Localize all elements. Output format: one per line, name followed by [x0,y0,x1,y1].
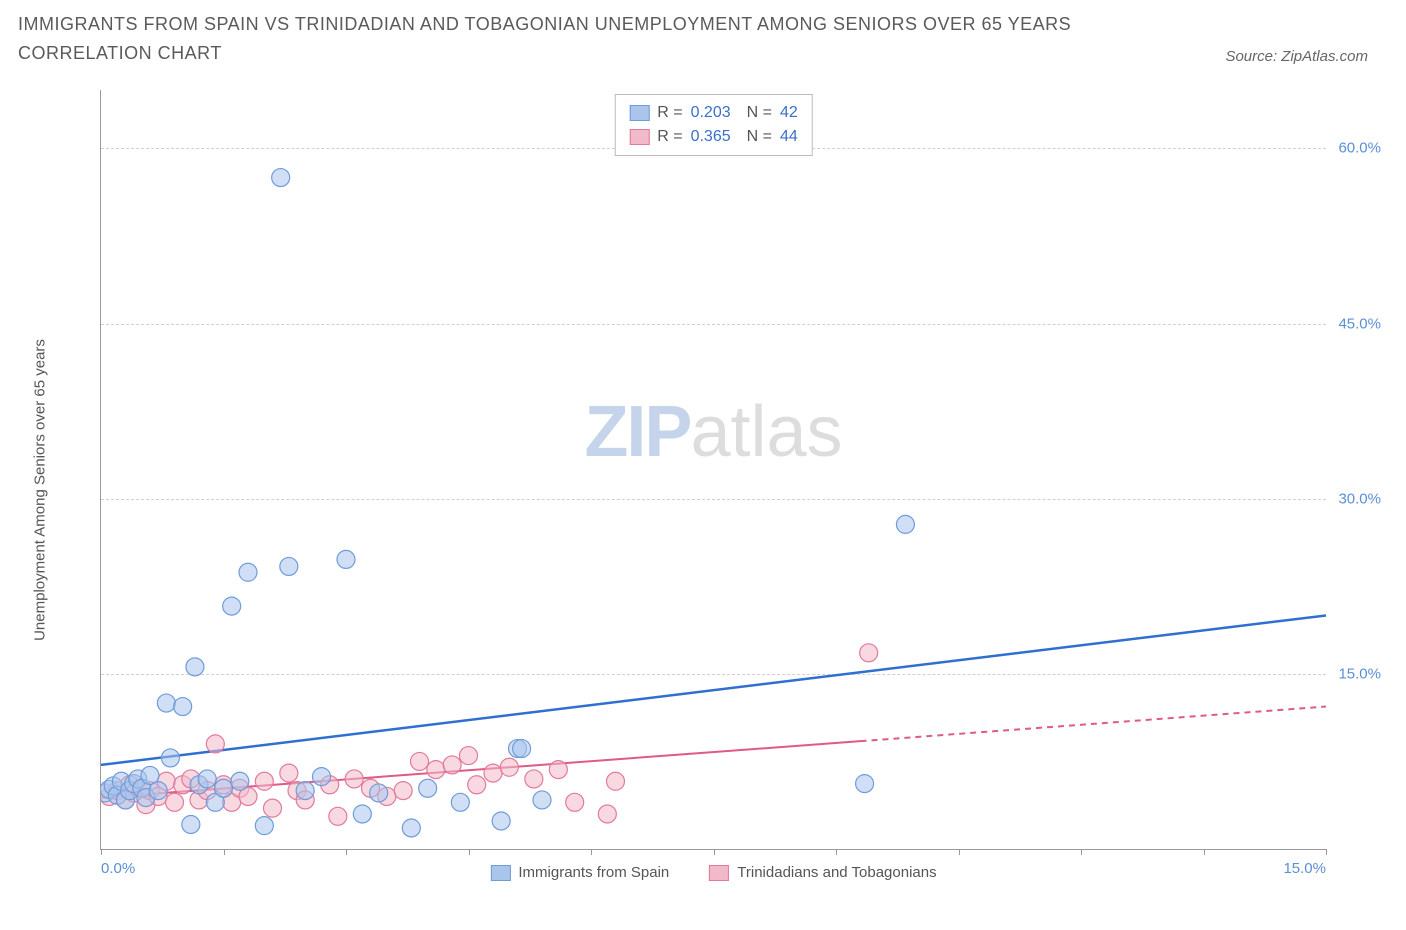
data-point [198,770,216,788]
data-point [313,768,331,786]
x-tick [346,849,347,855]
data-point [296,782,314,800]
legend-label-1: Immigrants from Spain [518,864,669,881]
data-point [186,658,204,676]
data-point [182,815,200,833]
legend-swatch-2 [709,865,729,881]
data-point [460,747,478,765]
data-point [272,169,290,187]
data-point [337,550,355,568]
data-point [255,817,273,835]
data-point [223,597,241,615]
swatch-series-2 [629,129,649,145]
x-tick [591,849,592,855]
x-tick [224,849,225,855]
data-point [484,764,502,782]
data-point [280,764,298,782]
data-point [174,698,192,716]
series-legend: Immigrants from Spain Trinidadians and T… [490,864,936,881]
data-point [280,557,298,575]
data-point [427,761,445,779]
x-tick [1204,849,1205,855]
stats-row-series-2: R = 0.365 N = 44 [629,125,798,149]
chart-title: IMMIGRANTS FROM SPAIN VS TRINIDADIAN AND… [18,10,1118,68]
data-point [533,791,551,809]
x-tick [101,849,102,855]
n-value-series-1: 42 [780,101,798,125]
data-point [239,563,257,581]
legend-swatch-1 [490,865,510,881]
data-point [419,779,437,797]
x-tick [836,849,837,855]
stats-row-series-1: R = 0.203 N = 42 [629,101,798,125]
y-tick-label: 15.0% [1338,665,1381,682]
data-point [231,772,249,790]
data-point [468,776,486,794]
x-tick [714,849,715,855]
r-value-series-2: 0.365 [691,125,731,149]
x-axis-end-label: 15.0% [1283,860,1326,877]
x-axis-start-label: 0.0% [101,860,135,877]
data-point [157,694,175,712]
data-point [329,807,347,825]
legend-item-series-1: Immigrants from Spain [490,864,669,881]
r-value-series-1: 0.203 [691,101,731,125]
x-tick [1326,849,1327,855]
y-tick-label: 60.0% [1338,140,1381,157]
data-point [345,770,363,788]
data-point [598,805,616,823]
data-point [370,784,388,802]
data-point [549,761,567,779]
data-point [215,779,233,797]
stats-legend: R = 0.203 N = 42 R = 0.365 N = 44 [614,94,813,156]
data-point [492,812,510,830]
x-tick [469,849,470,855]
data-point [443,756,461,774]
swatch-series-1 [629,105,649,121]
source-attribution: Source: ZipAtlas.com [1225,48,1368,65]
data-point [206,735,224,753]
n-value-series-2: 44 [780,125,798,149]
data-point [856,775,874,793]
data-point [411,752,429,770]
plot-svg [101,90,1326,849]
legend-item-series-2: Trinidadians and Tobagonians [709,864,936,881]
data-point [394,782,412,800]
data-point [166,793,184,811]
y-axis-label: Unemployment Among Seniors over 65 years [32,339,49,641]
data-point [255,772,273,790]
data-point [525,770,543,788]
data-point [513,740,531,758]
data-point [607,772,625,790]
data-point [566,793,584,811]
data-point [149,782,167,800]
data-point [860,644,878,662]
data-point [264,799,282,817]
legend-label-2: Trinidadians and Tobagonians [737,864,936,881]
data-point [451,793,469,811]
y-tick-label: 45.0% [1338,315,1381,332]
x-tick [1081,849,1082,855]
x-tick [959,849,960,855]
data-point [402,819,420,837]
data-point [353,805,371,823]
plot-area: ZIPatlas R = 0.203 N = 42 R = 0.365 N = … [100,90,1326,850]
data-point [896,515,914,533]
data-point [500,758,518,776]
data-point [161,749,179,767]
y-tick-label: 30.0% [1338,490,1381,507]
chart-container: Unemployment Among Seniors over 65 years… [60,90,1386,890]
